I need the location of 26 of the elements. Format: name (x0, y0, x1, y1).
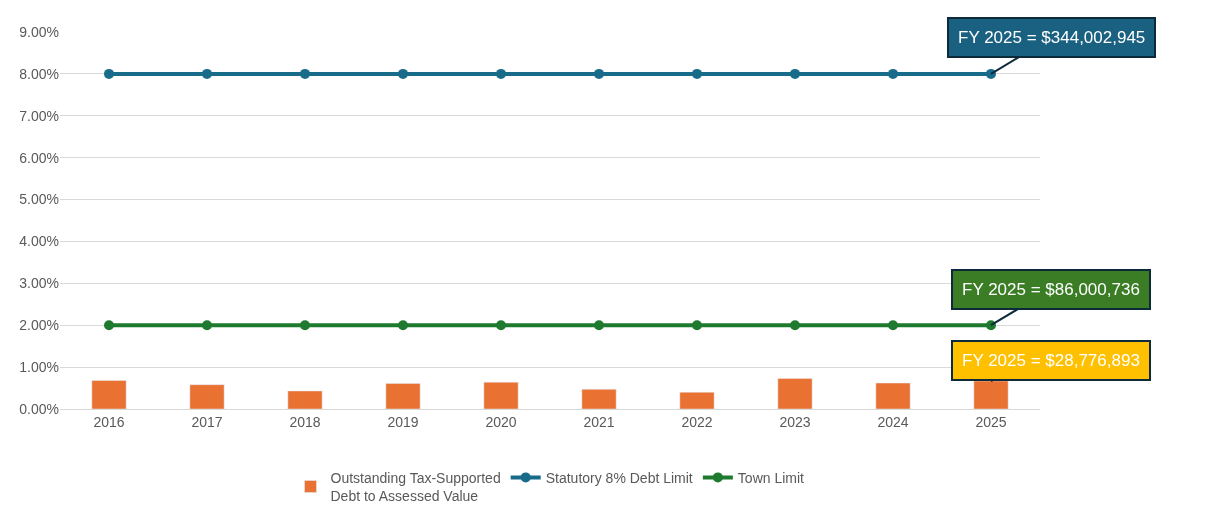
legend-label: Statutory 8% Debt Limit (545, 469, 693, 486)
y-tick-label: 3.00% (19, 275, 59, 292)
annotation: FY 2025 = $86,000,736 (962, 280, 1140, 299)
x-tick-label: 2023 (779, 413, 811, 430)
y-tick-label: 6.00% (19, 149, 59, 166)
legend-label: Outstanding Tax-Supported Debt to Assessed Value (330, 469, 501, 505)
annotation: FY 2025 = $344,002,945 (958, 28, 1146, 47)
y-tick-label: 5.00% (19, 191, 59, 208)
y-tick-label: 7.00% (19, 107, 59, 124)
x-tick-label: 2025 (975, 413, 1007, 430)
x-tick-label: 2019 (387, 413, 419, 430)
x-tick-label: 2024 (877, 413, 909, 430)
y-tick-label: 4.00% (19, 233, 59, 250)
y-tick-label: 0.00% (19, 400, 59, 417)
x-tick-label: 2016 (93, 413, 125, 430)
y-tick-label: 9.00% (19, 23, 59, 40)
x-tick-label: 2020 (485, 413, 517, 430)
x-tick-label: 2018 (289, 413, 321, 430)
annotation: FY 2025 = $28,776,893 (962, 351, 1140, 370)
y-tick-label: 8.00% (19, 65, 59, 82)
legend-label: Town Limit (737, 469, 805, 486)
x-tick-label: 2021 (583, 413, 615, 430)
y-tick-label: 2.00% (19, 317, 59, 334)
x-tick-label: 2022 (681, 413, 713, 430)
x-tick-label: 2017 (191, 413, 223, 430)
y-tick-label: 1.00% (19, 359, 59, 376)
